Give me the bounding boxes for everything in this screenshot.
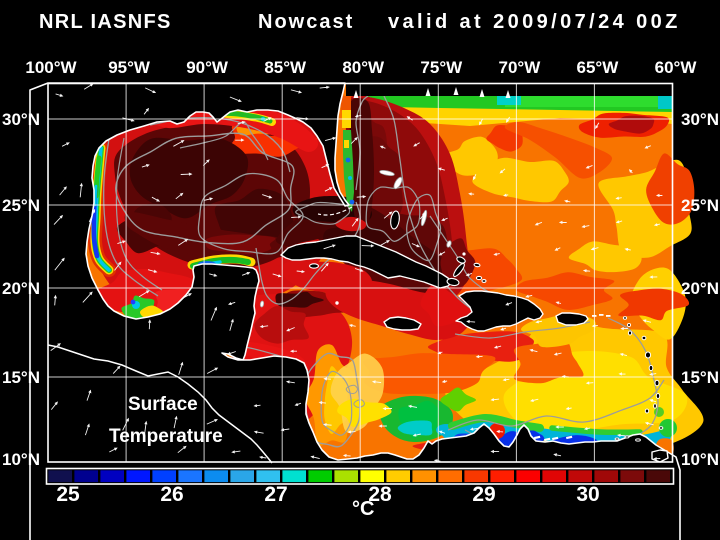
svg-text:15°N: 15°N — [2, 368, 40, 387]
svg-text:85°W: 85°W — [264, 58, 307, 77]
svg-text:70°W: 70°W — [499, 58, 542, 77]
svg-text:30°N: 30°N — [681, 110, 719, 129]
svg-text:25: 25 — [56, 483, 80, 506]
svg-text:Nowcast: Nowcast — [258, 11, 354, 33]
svg-text:25°N: 25°N — [2, 196, 40, 215]
svg-text:90°W: 90°W — [186, 58, 229, 77]
svg-text:30: 30 — [576, 483, 599, 506]
svg-text:20°N: 20°N — [681, 279, 719, 298]
svg-text:15°N: 15°N — [681, 368, 719, 387]
svg-text:95°W: 95°W — [108, 58, 151, 77]
svg-text:NRL IASNFS: NRL IASNFS — [39, 11, 172, 33]
svg-text:30°N: 30°N — [2, 110, 40, 129]
svg-text:60°W: 60°W — [655, 58, 698, 77]
svg-text:28: 28 — [368, 483, 392, 506]
svg-text:25°N: 25°N — [681, 196, 719, 215]
svg-text:75°W: 75°W — [420, 58, 463, 77]
svg-text:80°W: 80°W — [342, 58, 385, 77]
svg-text:27: 27 — [264, 483, 287, 506]
svg-text:29: 29 — [472, 483, 495, 506]
svg-text:10°N: 10°N — [681, 450, 719, 469]
svg-text:°C: °C — [352, 498, 374, 520]
svg-text:65°W: 65°W — [577, 58, 620, 77]
svg-text:26: 26 — [160, 483, 183, 506]
svg-text:Surface: Surface — [128, 394, 198, 415]
svg-text:Temperature: Temperature — [109, 426, 223, 447]
svg-text:valid at 2009/07/24 00Z: valid at 2009/07/24 00Z — [388, 11, 681, 33]
svg-text:100°W: 100°W — [25, 58, 77, 77]
svg-text:10°N: 10°N — [2, 450, 40, 469]
svg-text:20°N: 20°N — [2, 279, 40, 298]
